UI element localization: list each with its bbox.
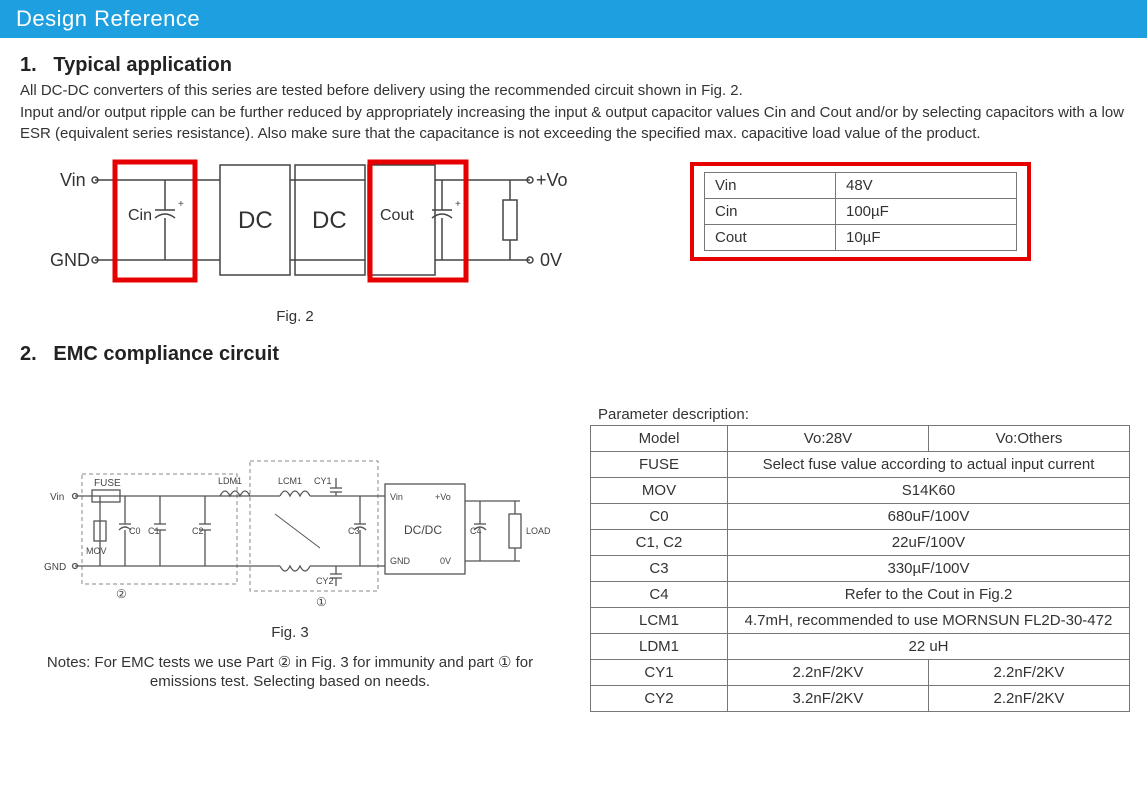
paramtable-r1-v: S14K60 xyxy=(728,477,1130,503)
svg-text:+: + xyxy=(178,199,184,210)
section1-heading: 1. Typical application xyxy=(20,54,1127,77)
minitable: Vin 48V Cin 100µF Cout 10µF xyxy=(704,172,1017,251)
paramtable-r1-l: MOV xyxy=(591,477,728,503)
minitable-k2: Cout xyxy=(705,224,836,250)
table-row: Cout 10µF xyxy=(705,224,1017,250)
table-row: MOV S14K60 xyxy=(591,477,1130,503)
fig3-mov-label: MOV xyxy=(86,546,107,556)
table-row: CY1 2.2nF/2KV 2.2nF/2KV xyxy=(591,659,1130,685)
fig3-c1-label: C1 xyxy=(148,526,160,536)
fig3-load-label: LOAD xyxy=(526,526,551,536)
fig2-container: + + xyxy=(20,150,580,325)
paramtable: Model Vo:28V Vo:Others FUSE Select fuse … xyxy=(590,425,1130,712)
table-row: Cin 100µF xyxy=(705,198,1017,224)
section1-num: 1. xyxy=(20,54,37,76)
fig3-circ1: ① xyxy=(316,595,327,609)
minitable-v0: 48V xyxy=(836,172,1017,198)
paramtable-r7-l: LDM1 xyxy=(591,633,728,659)
fig3-zero-label: 0V xyxy=(440,556,451,566)
minitable-v1: 100µF xyxy=(836,198,1017,224)
fig3-vo-label: +Vo xyxy=(435,492,451,502)
fig3-circ2: ② xyxy=(116,587,127,601)
paramtable-r9-b: 2.2nF/2KV xyxy=(928,685,1129,711)
fig2-cout-label: Cout xyxy=(380,207,414,224)
table-row: LDM1 22 uH xyxy=(591,633,1130,659)
table-row: CY2 3.2nF/2KV 2.2nF/2KV xyxy=(591,685,1130,711)
fig3-fuse-label: FUSE xyxy=(94,478,121,489)
paramtable-r6-l: LCM1 xyxy=(591,607,728,633)
paramtable-r4-l: C3 xyxy=(591,555,728,581)
fig3-c3-label: C3 xyxy=(348,526,360,536)
paramtable-h2: Vo:Others xyxy=(928,425,1129,451)
fig3-c2-label: C2 xyxy=(192,526,204,536)
table-row: FUSE Select fuse value according to actu… xyxy=(591,451,1130,477)
paramtable-r0-l: FUSE xyxy=(591,451,728,477)
table-row: C3 330µF/100V xyxy=(591,555,1130,581)
paramtable-container: Parameter description: Model Vo:28V Vo:O… xyxy=(590,406,1130,712)
minitable-container: Vin 48V Cin 100µF Cout 10µF xyxy=(690,162,1031,265)
section2-num: 2. xyxy=(20,343,37,365)
fig3-vin-label: Vin xyxy=(50,492,64,503)
fig3-cy1-label: CY1 xyxy=(314,476,332,486)
section1-title: Typical application xyxy=(53,54,232,76)
paramtable-r8-l: CY1 xyxy=(591,659,728,685)
fig2-vin-label: Vin xyxy=(60,170,86,190)
paramtable-r9-a: 3.2nF/2KV xyxy=(728,685,929,711)
paramtable-r6-v: 4.7mH, recommended to use MORNSUN FL2D-3… xyxy=(728,607,1130,633)
table-row: LCM1 4.7mH, recommended to use MORNSUN F… xyxy=(591,607,1130,633)
paramtable-h0: Model xyxy=(591,425,728,451)
fig2-diagram: + + xyxy=(20,150,580,300)
section1-para2: Input and/or output ripple can be furthe… xyxy=(20,103,1127,144)
table-row: C1, C2 22uF/100V xyxy=(591,529,1130,555)
fig2-dc2-label: DC xyxy=(312,207,347,234)
minitable-v2: 10µF xyxy=(836,224,1017,250)
minitable-k0: Vin xyxy=(705,172,836,198)
fig3-vin2-label: Vin xyxy=(390,492,403,502)
paramtable-r5-v: Refer to the Cout in Fig.2 xyxy=(728,581,1130,607)
paramtable-h1: Vo:28V xyxy=(728,425,929,451)
fig3-c4-label: C4 xyxy=(470,526,482,536)
paramtable-r2-v: 680uF/100V xyxy=(728,503,1130,529)
section-banner: Design Reference xyxy=(0,0,1147,38)
fig3-cy2-label: CY2 xyxy=(316,576,334,586)
table-row: Model Vo:28V Vo:Others xyxy=(591,425,1130,451)
fig2-gnd-label: GND xyxy=(50,250,90,270)
fig2-cin-label: Cin xyxy=(128,207,152,224)
paramtable-r8-b: 2.2nF/2KV xyxy=(928,659,1129,685)
fig3-dcdc-label: DC/DC xyxy=(404,523,442,537)
fig3-diagram: Vin GND FUSE MOV C0 C1 C2 LDM1 LCM1 CY1 … xyxy=(20,406,560,616)
minitable-k1: Cin xyxy=(705,198,836,224)
fig3-ldm1-label: LDM1 xyxy=(218,476,242,486)
fig3-gnd-label: GND xyxy=(44,562,66,573)
fig3-gnd2-label: GND xyxy=(390,556,411,566)
fig2-caption: Fig. 2 xyxy=(80,308,510,325)
section2-title: EMC compliance circuit xyxy=(53,343,279,365)
fig2-vo-label: +Vo xyxy=(536,170,568,190)
paramtable-r2-l: C0 xyxy=(591,503,728,529)
paramtable-r8-a: 2.2nF/2KV xyxy=(728,659,929,685)
fig3-notes: Notes: For EMC tests we use Part ② in Fi… xyxy=(20,653,560,692)
paramtable-r9-l: CY2 xyxy=(591,685,728,711)
paramtable-r0-v: Select fuse value according to actual in… xyxy=(728,451,1130,477)
table-row: C0 680uF/100V xyxy=(591,503,1130,529)
section2-heading: 2. EMC compliance circuit xyxy=(20,343,1127,366)
fig3-lcm1-label: LCM1 xyxy=(278,476,302,486)
paramtable-r7-v: 22 uH xyxy=(728,633,1130,659)
section1-para1: All DC-DC converters of this series are … xyxy=(20,81,1127,101)
svg-text:+: + xyxy=(455,199,461,210)
paramtable-r3-l: C1, C2 xyxy=(591,529,728,555)
fig3-c0-label: C0 xyxy=(129,526,141,536)
fig3-caption: Fig. 3 xyxy=(20,624,560,641)
table-row: Vin 48V xyxy=(705,172,1017,198)
fig3-container: Vin GND FUSE MOV C0 C1 C2 LDM1 LCM1 CY1 … xyxy=(20,406,560,692)
fig2-zero-label: 0V xyxy=(540,250,562,270)
table-row: C4 Refer to the Cout in Fig.2 xyxy=(591,581,1130,607)
fig2-dc1-label: DC xyxy=(238,207,273,234)
paramtable-r3-v: 22uF/100V xyxy=(728,529,1130,555)
paramtable-r5-l: C4 xyxy=(591,581,728,607)
paramtable-r4-v: 330µF/100V xyxy=(728,555,1130,581)
paramtable-title: Parameter description: xyxy=(598,406,1130,423)
